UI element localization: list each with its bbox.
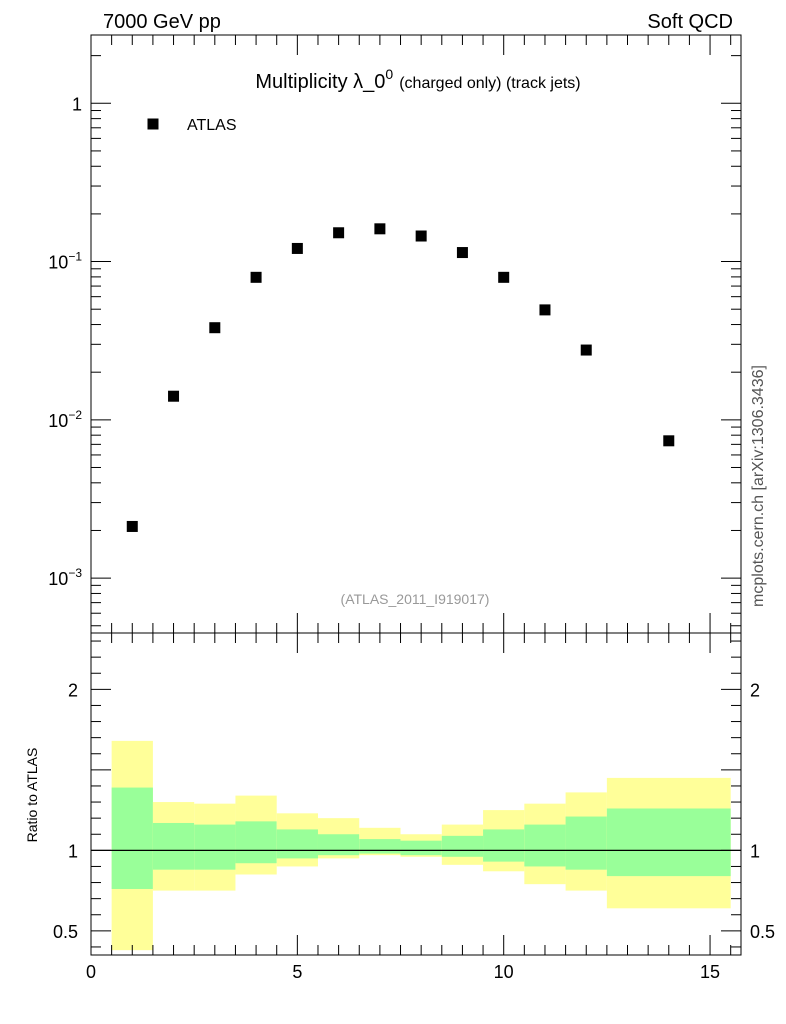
x-tick-label: 15 <box>700 962 720 982</box>
y-tick-label: 2 <box>750 680 760 700</box>
y-tick-label: 10−3 <box>48 566 82 589</box>
data-point <box>580 344 592 356</box>
y-tick-label: 1 <box>68 841 78 861</box>
data-point <box>168 390 180 402</box>
top-x-axis <box>90 35 732 633</box>
top-panel: 1 10−1 10−2 10−3 Multiplicity λ_00 (charged … <box>48 34 742 634</box>
ratio-y-axis-label: Ratio to ATLAS <box>24 748 40 843</box>
chart-title: Multiplicity λ_00 (charged only) (track j… <box>255 66 580 93</box>
chart-title-main: Multiplicity λ_0 <box>255 71 385 93</box>
ratio-panel: 2 2 1 1 0.5 0.5 0 5 10 15 Ratio to ATLAS <box>24 632 775 982</box>
side-reference-label: mcplots.cern.ch [arXiv:1306.3436] <box>750 365 767 607</box>
data-point <box>456 247 468 259</box>
inner-uncertainty-band <box>152 822 195 870</box>
data-point <box>415 230 427 242</box>
inner-uncertainty-band <box>235 821 277 864</box>
analysis-label: (ATLAS_2011_I919017) <box>341 591 490 607</box>
data-point <box>333 227 345 239</box>
inner-uncertainty-band <box>565 816 607 870</box>
inner-uncertainty-band <box>606 808 731 877</box>
inner-uncertainty-band <box>359 839 401 854</box>
ratio-panel-frame <box>90 632 742 956</box>
inner-uncertainty-band <box>400 840 442 856</box>
legend-marker <box>147 118 159 130</box>
y-tick-label: 1 <box>72 94 82 114</box>
uncertainty-bands <box>111 740 731 951</box>
inner-uncertainty-band <box>483 829 525 862</box>
header-right-label: Soft QCD <box>647 11 733 33</box>
data-point <box>250 271 262 283</box>
ratio-y-axis: 2 2 1 1 0.5 0.5 <box>53 640 775 948</box>
y-tick-label: 0.5 <box>53 922 78 942</box>
inner-uncertainty-band <box>111 787 153 889</box>
data-points <box>126 223 675 532</box>
data-point <box>126 520 138 532</box>
data-point <box>209 322 221 334</box>
data-point <box>539 304 551 316</box>
x-tick-label: 0 <box>86 962 96 982</box>
chart-title-superscript: 0 <box>385 66 393 82</box>
x-tick-label: 5 <box>292 962 302 982</box>
inner-uncertainty-band <box>524 824 566 867</box>
inner-uncertainty-band <box>441 835 484 857</box>
inner-uncertainty-band <box>194 824 236 870</box>
y-tick-label: 2 <box>68 680 78 700</box>
ratio-x-axis: 0 5 10 15 <box>86 633 732 982</box>
data-point <box>291 242 303 254</box>
legend-label: ATLAS <box>187 117 237 134</box>
top-y-axis: 1 10−1 10−2 10−3 <box>48 55 741 627</box>
inner-uncertainty-band <box>276 829 318 859</box>
y-tick-label: 10−2 <box>48 408 82 431</box>
chart-title-rest: (charged only) (track jets) <box>399 75 580 92</box>
y-tick-label: 0.5 <box>750 922 775 942</box>
data-point <box>498 271 510 283</box>
x-tick-label: 10 <box>494 962 514 982</box>
data-point <box>663 435 675 447</box>
data-point <box>374 223 386 235</box>
y-tick-label: 1 <box>750 841 760 861</box>
header-left-label: 7000 GeV pp <box>103 11 221 33</box>
inner-uncertainty-band <box>317 834 360 856</box>
y-tick-label: 10−1 <box>48 250 82 273</box>
